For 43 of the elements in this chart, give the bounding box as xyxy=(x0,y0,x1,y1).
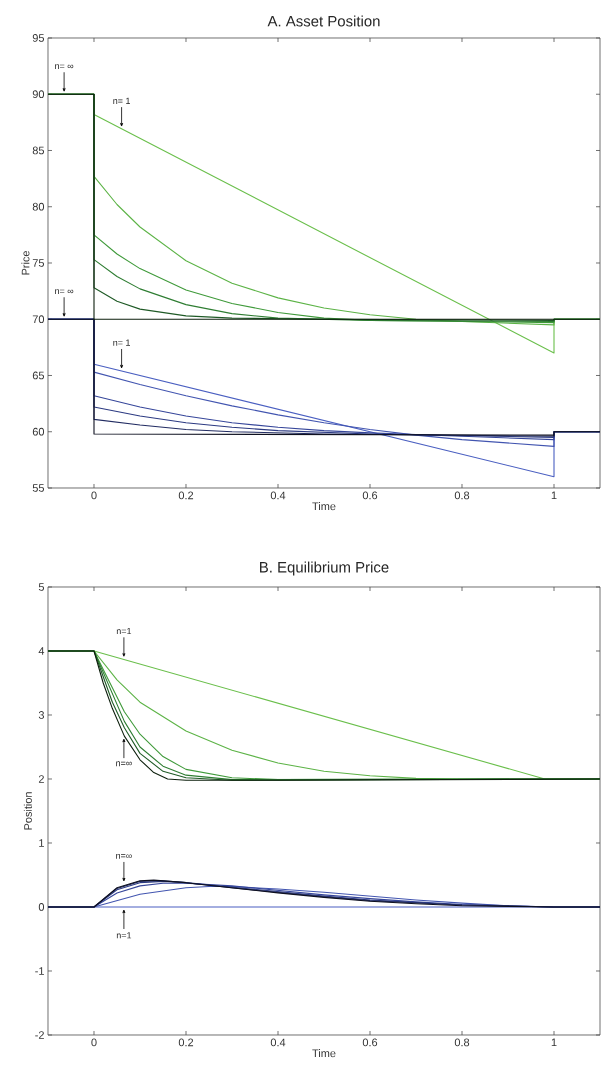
annotation: n=1 xyxy=(116,627,132,635)
x-tick-label: 0.4 xyxy=(270,491,286,500)
chart-title: B. Equilibrium Price xyxy=(260,561,389,576)
y-tick-label: 85 xyxy=(32,146,45,155)
y-tick-label: -1 xyxy=(35,967,44,975)
x-tick-label: 0.2 xyxy=(178,491,194,500)
y-tick-label: 5 xyxy=(38,583,45,591)
y-tick-label: 95 xyxy=(32,34,45,42)
y-tick-label: 90 xyxy=(32,90,45,99)
y-tick-label: 55 xyxy=(32,484,45,492)
y-tick-label: 80 xyxy=(32,202,45,211)
y-tick-label: 3 xyxy=(38,711,44,719)
annotation: n= 1 xyxy=(113,97,130,104)
annotation: n= ∞ xyxy=(55,289,74,295)
y-tick-label: -2 xyxy=(35,1031,44,1039)
chart-title: A. Asset Position xyxy=(267,15,380,27)
y-tick-label: 2 xyxy=(38,775,44,783)
x-tick-label: 0.2 xyxy=(178,1038,194,1047)
x-tick-label: 0.6 xyxy=(362,491,378,500)
x-tick-label: 0.4 xyxy=(270,1038,286,1047)
annotation: n=∞ xyxy=(116,853,132,859)
x-tick-label: 0.8 xyxy=(454,1038,470,1047)
y-tick-label: 0 xyxy=(38,903,45,911)
y-tick-label: 60 xyxy=(32,427,45,436)
y-tick-label: 70 xyxy=(32,315,45,324)
y-axis-title: Position xyxy=(23,792,32,830)
y-tick-label: 75 xyxy=(32,259,45,267)
annotation: n= 1 xyxy=(113,339,130,346)
y-tick-label: 1 xyxy=(39,839,44,847)
annotation: n= ∞ xyxy=(55,64,74,70)
x-axis-title: Time xyxy=(312,502,336,511)
y-tick-label: 65 xyxy=(32,371,45,380)
x-axis-title: Time xyxy=(312,1049,336,1058)
x-tick-label: 0.6 xyxy=(362,1038,378,1047)
x-tick-label: 0 xyxy=(91,491,97,500)
annotation: n=∞ xyxy=(116,761,132,767)
y-axis-title: Price xyxy=(21,250,30,275)
y-tick-label: 4 xyxy=(38,647,45,655)
x-tick-label: 1 xyxy=(551,1038,557,1047)
x-tick-label: 0 xyxy=(91,1038,97,1047)
annotation: n=1 xyxy=(116,932,132,939)
x-tick-label: 0.8 xyxy=(454,491,470,500)
x-tick-label: 1 xyxy=(551,491,557,500)
